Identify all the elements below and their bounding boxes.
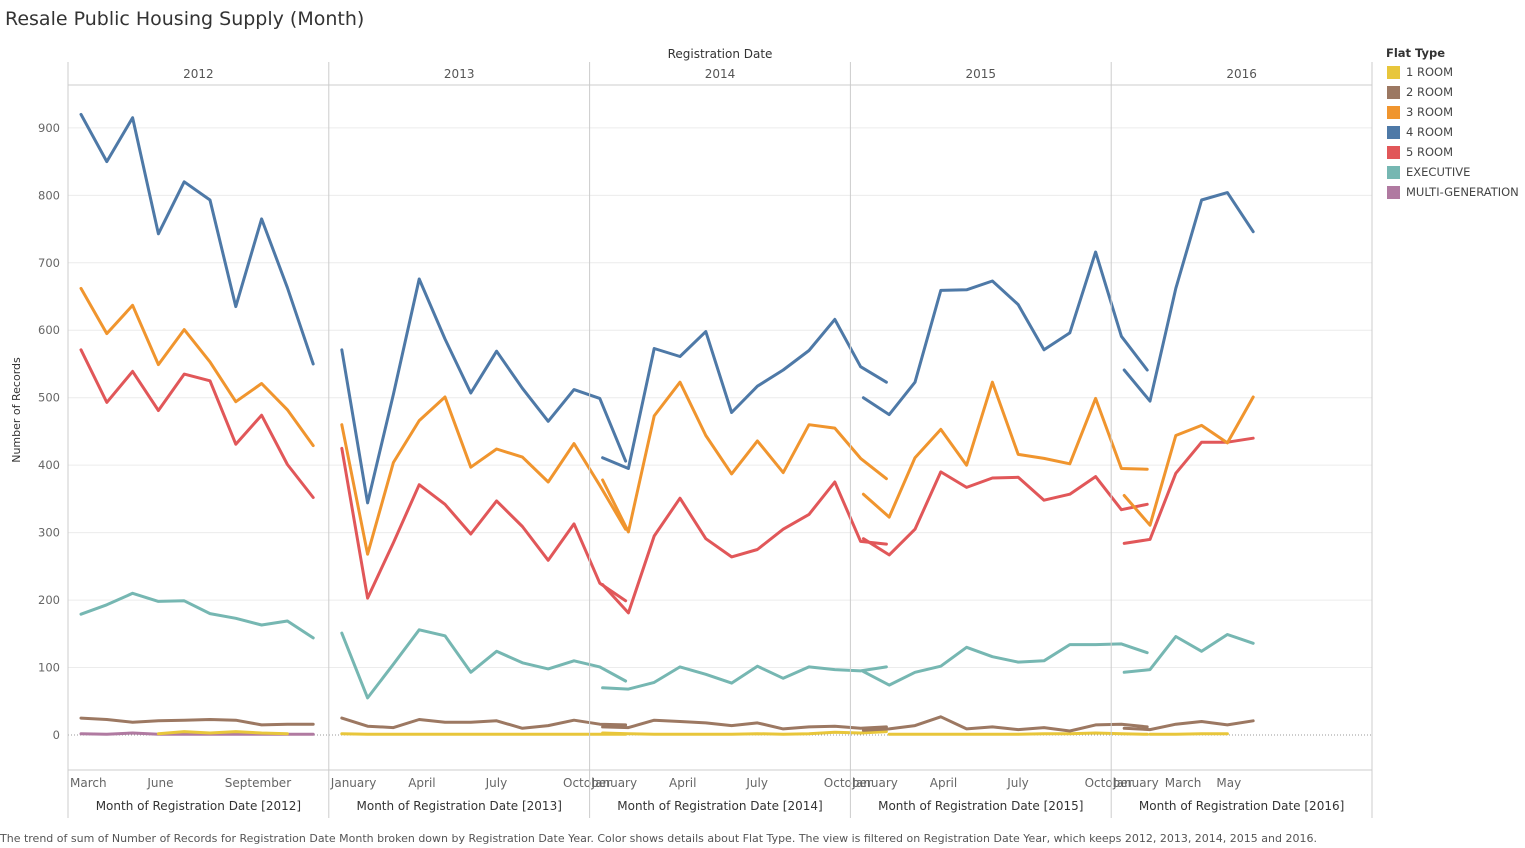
panel-header-2015: 2015: [966, 67, 997, 81]
x-tick-label: July: [745, 776, 768, 790]
legend-item[interactable]: 1 ROOM: [1387, 64, 1453, 80]
series-line-2-room-2012: [79, 716, 315, 727]
series-line-2-room-2015: [861, 715, 1149, 733]
legend-item[interactable]: EXECUTIVE: [1387, 164, 1470, 180]
legend-swatch: [1387, 85, 1400, 99]
panel-header-2013: 2013: [444, 67, 475, 81]
series-line-3-room-2016: [1122, 395, 1255, 527]
legend-swatch: [1387, 185, 1400, 199]
y-tick-label: 600: [38, 323, 60, 337]
y-tick-label: 400: [38, 458, 60, 472]
column-header: Registration Date: [668, 47, 773, 61]
panel-header-2012: 2012: [183, 67, 214, 81]
x-axis-title-2013: Month of Registration Date [2013]: [357, 799, 562, 813]
series-line-5-room-2016: [1122, 436, 1255, 545]
x-tick-label: January: [1112, 776, 1159, 790]
series-line-executive-2013: [340, 628, 628, 700]
series-line-5-room-2014: [601, 480, 888, 615]
series-line-2-room-2016: [1122, 719, 1255, 732]
series-line-5-room-2012: [79, 348, 315, 499]
series-line-4-room-2015: [861, 250, 1149, 417]
series-line-2-room-2013: [340, 716, 628, 730]
legend-label: 5 ROOM: [1406, 145, 1453, 159]
y-tick-label: 900: [38, 121, 60, 135]
series-line-3-room-2012: [79, 286, 315, 448]
series-line-4-room-2012: [79, 112, 315, 366]
y-tick-label: 0: [53, 728, 60, 742]
series-line-1-room-2015: [887, 731, 1149, 736]
x-tick-label: April: [930, 776, 957, 790]
series-line-2-room-2014: [601, 718, 888, 731]
series-line-1-room-2012: [156, 730, 289, 736]
x-tick-label: March: [70, 776, 107, 790]
legend-label: 4 ROOM: [1406, 125, 1453, 139]
series-line-4-room-2016: [1122, 191, 1255, 403]
legend-title: Flat Type: [1386, 46, 1446, 60]
x-tick-label: October: [563, 776, 611, 790]
panel-header-2014: 2014: [705, 67, 736, 81]
x-tick-label: July: [485, 776, 508, 790]
y-tick-label: 300: [38, 526, 60, 540]
series-line-4-room-2014: [601, 317, 888, 470]
legend-item[interactable]: MULTI-GENERATION: [1387, 184, 1519, 200]
y-tick-label: 500: [38, 391, 60, 405]
series-line-1-room-2014: [601, 730, 888, 736]
series-line-executive-2014: [601, 664, 888, 691]
legend-item[interactable]: 4 ROOM: [1387, 124, 1453, 140]
series-line-executive-2016: [1122, 633, 1255, 674]
x-tick-label: January: [330, 776, 377, 790]
legend-item[interactable]: 5 ROOM: [1387, 144, 1453, 160]
x-tick-label: January: [591, 776, 638, 790]
line-chart: Registration Date Number of Records 0 100 20…: [10, 47, 1373, 818]
series-line-executive-2012: [79, 591, 315, 640]
x-tick-label: January: [851, 776, 898, 790]
legend-swatch: [1387, 105, 1400, 119]
legend-swatch: [1387, 125, 1400, 139]
x-tick-label: April: [408, 776, 435, 790]
legend-swatch: [1387, 145, 1400, 159]
legend-label: 1 ROOM: [1406, 65, 1453, 79]
x-tick-label: April: [669, 776, 696, 790]
legend-item[interactable]: 3 ROOM: [1387, 104, 1453, 120]
series-line-4-room-2013: [340, 277, 628, 505]
x-axis-title-2012: Month of Registration Date [2012]: [96, 799, 301, 813]
x-tick-label: May: [1216, 776, 1241, 790]
legend-label: EXECUTIVE: [1406, 165, 1471, 179]
x-axis-title-2015: Month of Registration Date [2015]: [878, 799, 1083, 813]
series-line-3-room-2015: [861, 380, 1149, 519]
series-line-3-room-2013: [340, 395, 628, 556]
legend-swatch: [1387, 65, 1400, 79]
series-line-5-room-2013: [340, 446, 628, 603]
x-axis-title-2016: Month of Registration Date [2016]: [1139, 799, 1344, 813]
series-line-1-room-2016: [1148, 732, 1229, 736]
legend-label: 3 ROOM: [1406, 105, 1453, 119]
series-line-1-room-2013: [340, 732, 628, 736]
y-tick-label: 100: [38, 661, 60, 675]
chart-caption: The trend of sum of Number of Records fo…: [0, 832, 1317, 845]
x-tick-label: October: [1085, 776, 1133, 790]
series-line-5-room-2015: [861, 470, 1149, 557]
series-line-executive-2015: [861, 642, 1149, 687]
panel-header-2016: 2016: [1226, 67, 1257, 81]
x-axis-title-2014: Month of Registration Date [2014]: [617, 799, 822, 813]
y-tick-label: 800: [38, 188, 60, 202]
legend-label: MULTI-GENERATION: [1406, 185, 1519, 199]
y-axis-label: Number of Records: [10, 357, 23, 463]
chart-title: Resale Public Housing Supply (Month): [5, 8, 365, 30]
series-line-3-room-2014: [601, 380, 888, 534]
x-tick-label: September: [225, 776, 291, 790]
legend-label: 2 ROOM: [1406, 85, 1453, 99]
x-tick-label: October: [824, 776, 872, 790]
x-tick-label: June: [146, 776, 173, 790]
legend-item[interactable]: 2 ROOM: [1387, 84, 1453, 100]
y-tick-label: 200: [38, 593, 60, 607]
legend-swatch: [1387, 165, 1400, 179]
y-tick-label: 700: [38, 256, 60, 270]
x-tick-label: March: [1165, 776, 1202, 790]
x-tick-label: July: [1006, 776, 1029, 790]
